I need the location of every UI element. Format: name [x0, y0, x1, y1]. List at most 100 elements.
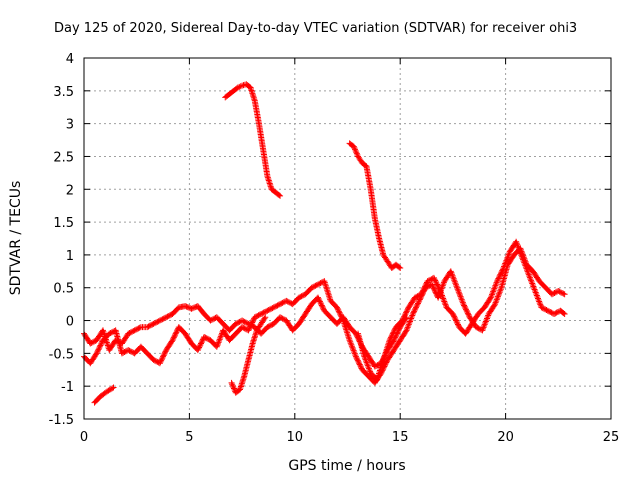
data-point: [93, 350, 100, 357]
data-point: [559, 289, 566, 296]
data-point: [318, 302, 325, 309]
data-point: [339, 316, 346, 323]
data-point: [149, 321, 156, 328]
data-point: [251, 314, 258, 321]
data-point: [387, 335, 394, 342]
data-point: [532, 289, 539, 296]
data-point: [202, 334, 209, 341]
x-tick-label: 15: [392, 430, 409, 445]
data-point: [153, 319, 160, 326]
data-point: [241, 318, 248, 325]
data-point: [373, 362, 380, 369]
x-tick-label: 0: [80, 430, 88, 445]
y-tick-label: 0: [66, 315, 74, 330]
data-point: [363, 358, 370, 365]
data-point: [449, 272, 456, 279]
data-point: [430, 285, 437, 292]
data-point: [350, 143, 357, 150]
data-point: [153, 358, 160, 365]
data-point: [404, 325, 411, 332]
data-point: [411, 307, 418, 314]
data-point: [297, 293, 304, 300]
chart-title: Day 125 of 2020, Sidereal Day-to-day VTE…: [54, 21, 577, 36]
data-point: [207, 317, 214, 324]
data-point: [540, 305, 547, 312]
data-point: [493, 279, 500, 286]
data-point: [435, 284, 442, 291]
data-point: [412, 305, 419, 312]
data-point: [402, 310, 409, 317]
data-point: [261, 309, 268, 316]
data-point: [396, 264, 403, 271]
data-point: [366, 367, 373, 374]
data-point: [196, 343, 203, 350]
data-point: [263, 308, 270, 315]
data-point: [353, 354, 360, 361]
data-point: [277, 192, 284, 199]
data-point: [348, 343, 355, 350]
data-point: [405, 305, 411, 312]
data-point: [480, 324, 487, 331]
data-point: [131, 327, 138, 334]
data-point: [247, 322, 254, 329]
data-point: [91, 338, 98, 345]
data-point: [299, 292, 306, 299]
data-point: [277, 301, 284, 308]
data-point: [403, 309, 410, 316]
data-point: [448, 269, 455, 276]
data-point: [487, 294, 494, 301]
data-point: [414, 301, 421, 308]
grid-lines: [84, 58, 611, 419]
data-point: [172, 330, 179, 337]
data-point: [491, 285, 498, 292]
data-point: [400, 314, 407, 321]
data-point: [161, 351, 168, 358]
data-point: [273, 303, 280, 310]
data-point: [150, 356, 157, 363]
data-point: [403, 308, 410, 315]
data-point: [260, 309, 267, 316]
x-tick-label: 10: [287, 430, 304, 445]
data-point: [391, 328, 398, 335]
data-point: [346, 337, 353, 344]
data-point: [352, 147, 359, 154]
y-tick-label: 1: [66, 249, 74, 264]
data-point: [501, 263, 508, 270]
data-point: [418, 289, 425, 296]
data-point: [265, 323, 272, 330]
data-point: [173, 329, 180, 336]
data-point: [106, 330, 113, 337]
data-point: [216, 336, 223, 343]
data-point: [544, 307, 551, 314]
data-point: [405, 322, 412, 329]
data-point: [96, 343, 103, 350]
data-point: [561, 310, 568, 317]
axis-ticks: 0 5 10 15 20 25 -1.5 -1 -0.5 0 0.5 1 1.5 2 2.5 3 3.5 4: [49, 52, 620, 445]
data-point: [230, 385, 237, 392]
data-point: [242, 319, 249, 326]
data-point: [438, 290, 445, 297]
data-point: [97, 342, 104, 349]
data-point: [425, 277, 432, 284]
y-axis-label: SDTVAR / TECUs: [8, 181, 24, 296]
data-point: [317, 299, 324, 306]
data-point: [410, 309, 417, 316]
data-point: [194, 347, 201, 354]
data-point: [196, 344, 203, 351]
data-point: [98, 339, 105, 346]
data-point: [432, 289, 439, 296]
data-point: [214, 342, 221, 349]
data-point: [349, 344, 356, 351]
data-point: [431, 286, 438, 293]
data-point: [159, 354, 166, 361]
data-point: [453, 318, 460, 325]
data-point: [158, 316, 165, 323]
data-point: [308, 284, 315, 291]
data-point: [523, 265, 530, 272]
data-point: [419, 288, 426, 295]
data-point: [229, 382, 236, 389]
data-point: [92, 351, 99, 358]
data-point: [519, 255, 526, 262]
data-point: [423, 280, 430, 287]
